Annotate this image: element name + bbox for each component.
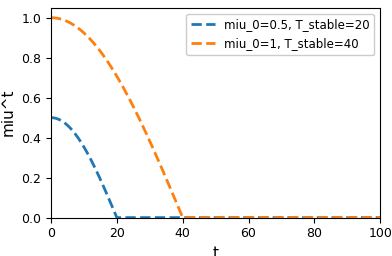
miu_0=0.5, T_stable=20 — [368, 216, 373, 219]
miu_0=1, T_stable=40 — [368, 216, 373, 219]
miu_0=0.5, T_stable=20 — [49, 116, 53, 119]
miu_0=1, T_stable=40 — [65, 20, 70, 23]
miu_0=1, T_stable=40 — [180, 216, 185, 219]
X-axis label: t: t — [212, 246, 219, 256]
miu_0=1, T_stable=40 — [378, 216, 383, 219]
Line: miu_0=1, T_stable=40: miu_0=1, T_stable=40 — [51, 18, 380, 218]
Legend: miu_0=0.5, T_stable=20, miu_0=1, T_stable=40: miu_0=0.5, T_stable=20, miu_0=1, T_stabl… — [186, 14, 374, 55]
miu_0=0.5, T_stable=20 — [368, 216, 373, 219]
miu_0=0.5, T_stable=20 — [65, 124, 70, 127]
miu_0=1, T_stable=40 — [368, 216, 373, 219]
miu_0=1, T_stable=40 — [200, 216, 205, 219]
miu_0=0.5, T_stable=20 — [378, 216, 383, 219]
Line: miu_0=0.5, T_stable=20: miu_0=0.5, T_stable=20 — [51, 118, 380, 218]
miu_0=0.5, T_stable=20 — [209, 216, 214, 219]
miu_0=1, T_stable=40 — [209, 216, 214, 219]
miu_0=1, T_stable=40 — [49, 16, 53, 19]
miu_0=0.5, T_stable=20 — [114, 216, 119, 219]
Y-axis label: miu^t: miu^t — [1, 89, 16, 136]
miu_0=0.5, T_stable=20 — [200, 216, 205, 219]
miu_0=1, T_stable=40 — [308, 216, 313, 219]
miu_0=0.5, T_stable=20 — [308, 216, 313, 219]
